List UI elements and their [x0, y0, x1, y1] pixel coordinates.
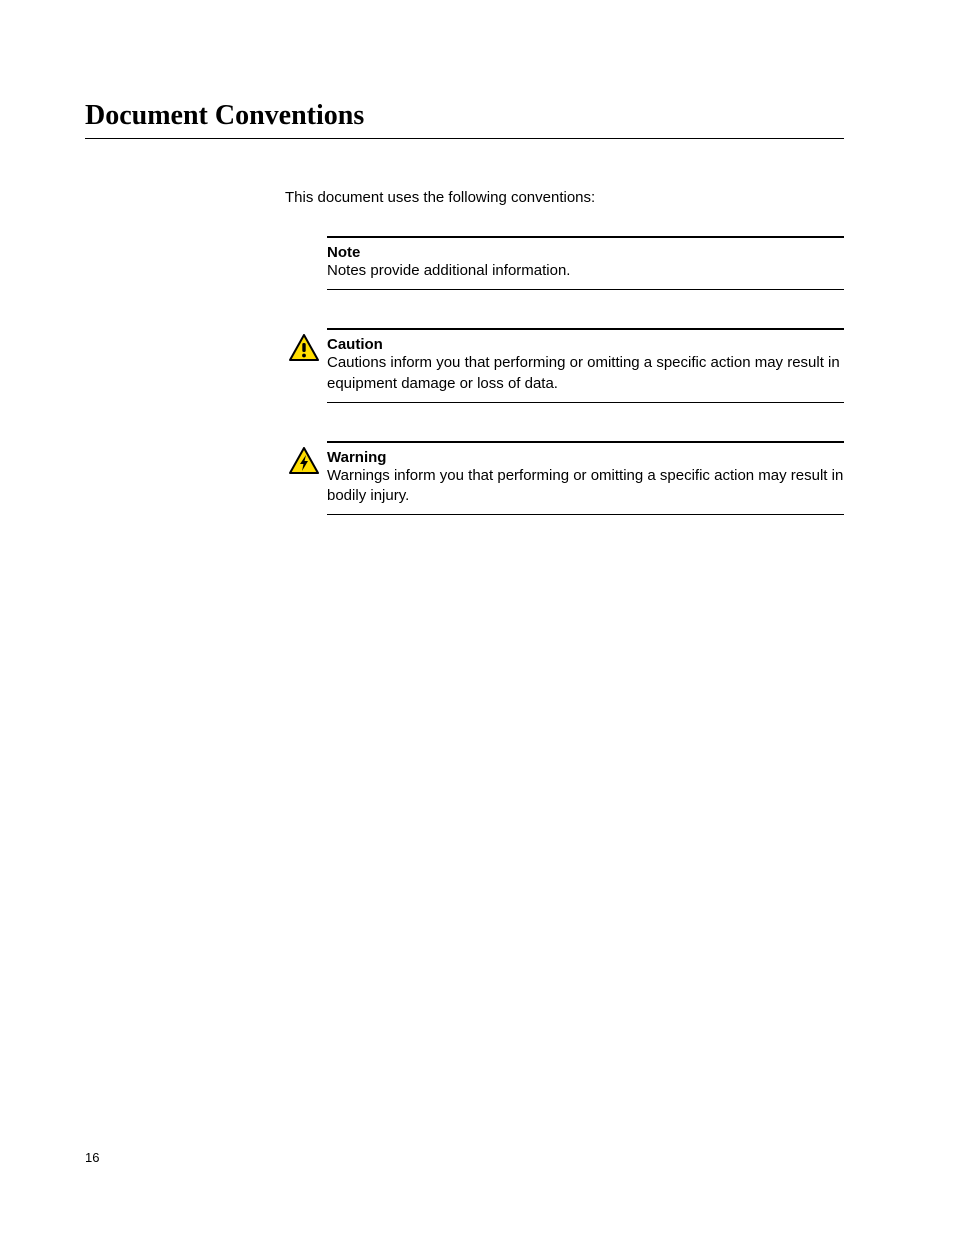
note-text-block: Note Notes provide additional informatio… [327, 236, 844, 290]
warning-callout: Warning Warnings inform you that perform… [285, 441, 844, 516]
page-heading: Document Conventions [85, 100, 844, 139]
caution-callout: Caution Cautions inform you that perform… [285, 328, 844, 403]
caution-text-block: Caution Cautions inform you that perform… [327, 328, 844, 403]
warning-text-block: Warning Warnings inform you that perform… [327, 441, 844, 516]
warning-body: Warnings inform you that performing or o… [327, 466, 844, 507]
note-title: Note [327, 244, 844, 261]
warning-title: Warning [327, 449, 844, 466]
caution-title: Caution [327, 336, 844, 353]
page-number: 16 [85, 1150, 99, 1165]
warning-icon [285, 441, 323, 474]
caution-icon [285, 328, 323, 361]
intro-text: This document uses the following convent… [285, 189, 844, 206]
caution-body: Cautions inform you that performing or o… [327, 353, 844, 394]
note-callout: Note Notes provide additional informatio… [285, 236, 844, 290]
note-body: Notes provide additional information. [327, 261, 844, 281]
